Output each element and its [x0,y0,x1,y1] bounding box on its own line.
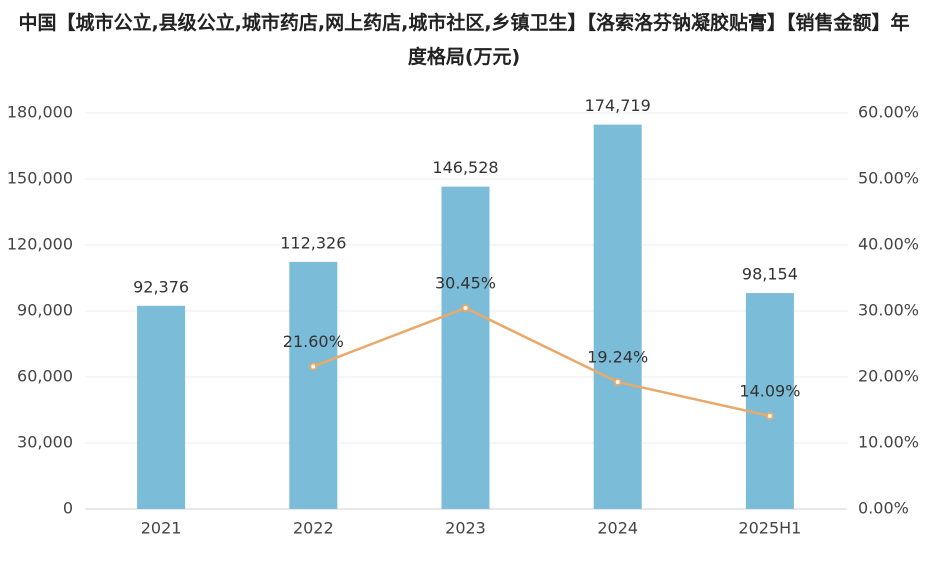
y-tick-label: 30,000 [17,433,73,452]
bar [137,305,186,509]
line-point [765,412,774,421]
line-value-label: 19.24% [587,348,648,367]
bar [289,261,338,509]
x-tick-label: 2021 [141,519,182,538]
y2-tick-label: 30.00% [858,301,919,320]
y2-tick-label: 10.00% [858,433,919,452]
x-tick-label: 2025H1 [738,519,801,538]
y2-tick-label: 0.00% [858,499,909,518]
x-tick-label: 2022 [293,519,334,538]
bar-value-label: 174,719 [585,96,651,115]
line-point [613,378,622,387]
y-tick-label: 150,000 [7,169,73,188]
bar-value-label: 146,528 [432,158,498,177]
line [312,306,771,418]
line-value-label: 21.60% [283,332,344,351]
line-point [309,362,318,371]
y-tick-label: 0 [63,499,73,518]
line-value-label: 14.09% [739,382,800,401]
y2-tick-label: 40.00% [858,235,919,254]
bar-value-label: 92,376 [133,277,189,296]
bar [745,293,794,509]
y-tick-label: 90,000 [17,301,73,320]
y-tick-label: 60,000 [17,367,73,386]
chart-title: 中国【城市公立,县级公立,城市药店,网上药店,城市社区,乡镇卫生】【洛索洛芬钠凝… [18,12,910,68]
y2-tick-label: 50.00% [858,169,919,188]
bar [593,124,642,510]
y2-tick-label: 60.00% [858,103,919,122]
y2-tick-label: 20.00% [858,367,919,386]
bar [441,186,490,509]
bar-value-label: 112,326 [280,233,346,252]
x-tick-label: 2024 [597,519,638,538]
y-tick-label: 120,000 [7,235,73,254]
line-value-label: 30.45% [435,274,496,293]
x-tick-label: 2023 [445,519,486,538]
y-tick-label: 180,000 [7,103,73,122]
line-point [461,304,470,313]
bar-value-label: 98,154 [742,265,798,284]
